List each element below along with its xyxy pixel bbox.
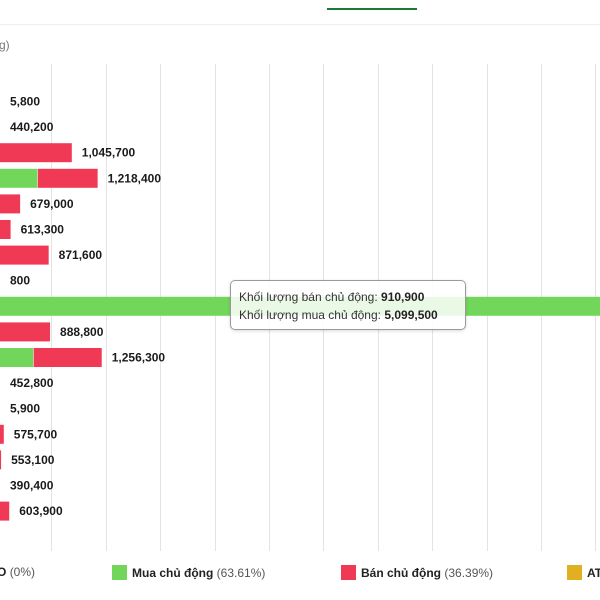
bar-value-label: 613,300	[21, 223, 65, 237]
legend-pct: (0%)	[9, 565, 36, 579]
bar-chart: 5,800 440,200 1,045,700 1,218,400 679,000 613…	[0, 64, 600, 551]
legend-pct: (36.39%)	[444, 566, 494, 580]
bar-buy[interactable]	[0, 348, 34, 367]
legend-label: Bán chủ động	[361, 566, 441, 580]
bar-sell[interactable]	[37, 168, 98, 188]
top-divider	[0, 24, 600, 25]
legend-item-buy[interactable]: Mua chủ động (63.61%)	[112, 565, 265, 580]
chart-tooltip: Khối lượng bán chủ động: 910,900 Khối lư…	[230, 280, 466, 330]
bar-value-label: 603,900	[19, 504, 63, 518]
bar-value-label: 888,800	[60, 325, 104, 339]
legend-swatch	[567, 565, 582, 580]
bar-sell[interactable]	[0, 501, 10, 521]
legend-item-atc[interactable]: AT	[567, 565, 600, 580]
bar-sell[interactable]	[0, 194, 21, 214]
legend-item-sell[interactable]: Bán chủ động (36.39%)	[341, 565, 493, 580]
legend-label: Mua chủ động	[132, 566, 214, 580]
chart-legend: O (0%) Mua chủ động (63.61%) Bán chủ độn…	[0, 565, 600, 585]
tooltip-buy-line: Khối lượng mua chủ động: 5,099,500	[239, 308, 465, 326]
bar-sell[interactable]	[33, 348, 102, 367]
bar-value-label: 553,100	[11, 453, 55, 467]
bar-sell[interactable]	[0, 450, 2, 470]
tooltip-buy-value: 5,099,500	[384, 308, 438, 322]
active-tab-indicator[interactable]	[327, 8, 417, 10]
bar-sell[interactable]	[0, 143, 72, 163]
bar-value-label: 390,400	[10, 479, 54, 493]
bar-value-label: 5,900	[10, 402, 40, 416]
legend-label: O	[0, 565, 7, 579]
top-bar	[0, 0, 600, 22]
tooltip-sell-label: Khối lượng bán chủ động:	[239, 290, 378, 304]
bar-value-label: 1,045,700	[82, 146, 136, 160]
legend-label: AT	[587, 566, 600, 580]
bar-value-label: 440,200	[10, 120, 54, 134]
bar-value-label: 452,800	[10, 376, 54, 390]
tooltip-sell-line: Khối lượng bán chủ động: 910,900	[239, 290, 465, 308]
bar-value-label: 1,256,300	[112, 351, 166, 365]
tooltip-buy-label: Khối lượng mua chủ động:	[239, 308, 381, 322]
bar-value-label: 871,600	[59, 248, 103, 262]
bar-value-label: 800	[10, 274, 30, 288]
bar-sell[interactable]	[0, 245, 49, 265]
bar-sell[interactable]	[0, 424, 4, 444]
bar-value-label: 679,000	[30, 197, 74, 211]
tooltip-sell-value: 910,900	[381, 290, 425, 304]
legend-pct: (63.61%)	[216, 566, 266, 580]
bar-buy[interactable]	[0, 168, 38, 188]
legend-swatch	[341, 565, 356, 580]
legend-swatch	[112, 565, 127, 580]
bar-value-label: 1,218,400	[108, 171, 162, 185]
axis-unit-label: g)	[0, 38, 10, 52]
bar-sell[interactable]	[0, 220, 11, 239]
bar-value-label: 575,700	[14, 427, 58, 441]
bar-value-label: 5,800	[10, 95, 40, 109]
bar-sell[interactable]	[0, 322, 51, 342]
legend-item-other[interactable]: O (0%)	[0, 565, 35, 579]
